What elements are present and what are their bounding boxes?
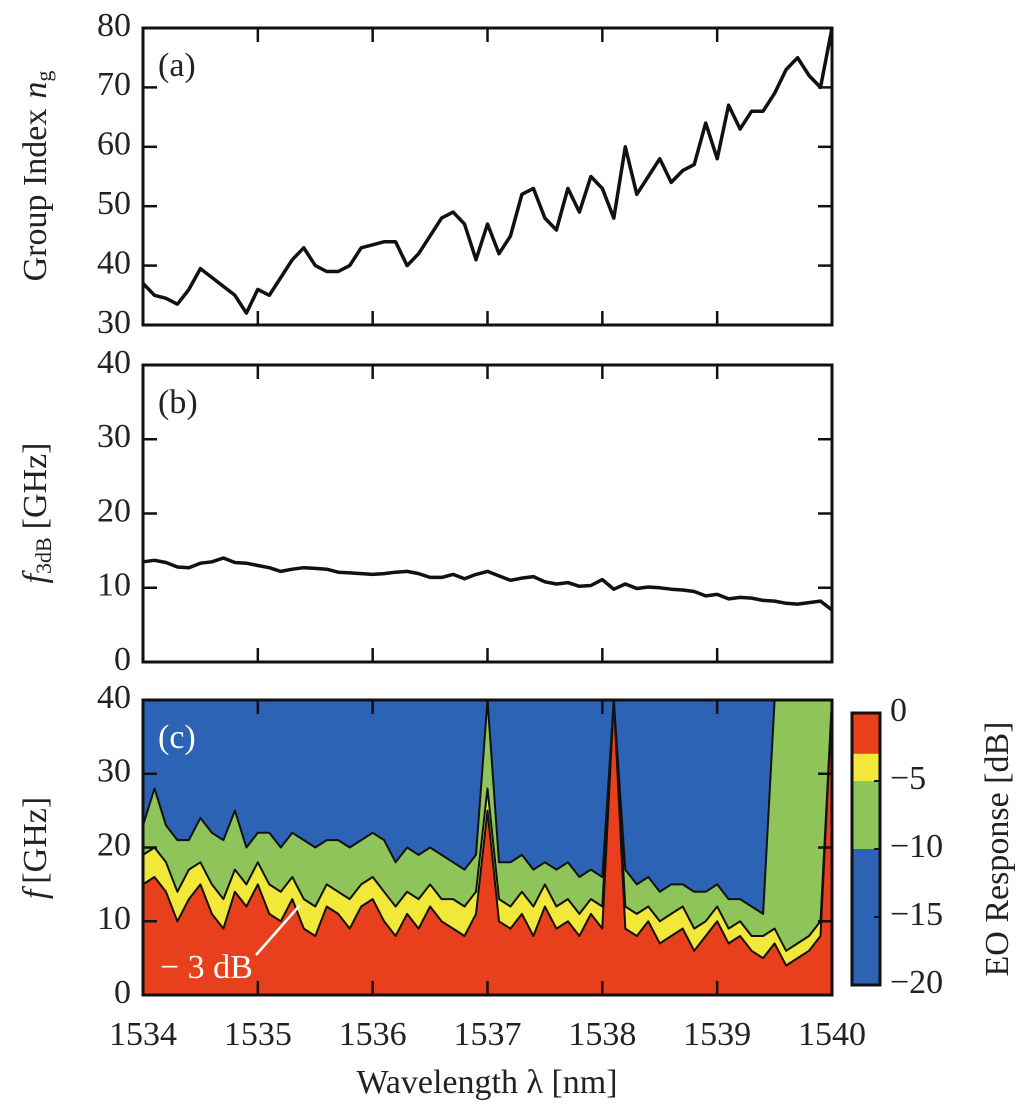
label-subscript: 3dB	[31, 537, 56, 574]
y-tick-label: 0	[114, 641, 131, 678]
colorbar-segment	[852, 753, 880, 781]
colorbar-segment	[852, 713, 880, 754]
panel: 0 10 20 30 40 (b)	[97, 344, 834, 678]
x-tick-label: 1538	[568, 1016, 636, 1053]
y-tick-label: 10	[97, 900, 131, 937]
y-tick-label: 20	[97, 492, 131, 529]
x-tick-label: 1534	[109, 1016, 177, 1053]
colorbar-segment	[852, 781, 880, 849]
y-tick-label: 50	[97, 185, 131, 222]
plot-frame	[141, 363, 834, 664]
y-tick-label: 70	[97, 66, 131, 103]
panel-label: (a)	[158, 47, 196, 84]
contour-region	[142, 699, 833, 996]
x-tick-label: 1537	[454, 1016, 522, 1053]
y-tick-label: 30	[97, 753, 131, 790]
colorbar-tick-label: −5	[890, 760, 926, 797]
x-tick-label: 1535	[224, 1016, 292, 1053]
y-tick-label: 10	[97, 567, 131, 604]
data-line	[141, 27, 834, 315]
panel: 30 40 50 60 70 80 (a)	[97, 7, 834, 341]
annotation: − 3 dB	[160, 949, 253, 986]
panel-label: (c)	[158, 719, 196, 756]
colorbar-tick-label: −15	[890, 896, 943, 933]
y-tick-label: 40	[97, 244, 131, 281]
panel: 0 −5 −10 −15 −20 − 3 dB 0 10 20 30 40 1534 1535 1536 1…	[97, 679, 943, 1053]
label-variable: n	[17, 82, 54, 99]
annotation-pointer	[255, 904, 301, 956]
colorbar-label: EO Response [dB]	[979, 722, 1016, 977]
y-tick-label: 60	[97, 126, 131, 163]
x-tick-label: 1539	[683, 1016, 751, 1053]
data-line	[142, 556, 834, 612]
y-tick-label: 0	[114, 974, 131, 1011]
label-unit: [GHz]	[17, 797, 54, 884]
label-subscript: g	[31, 71, 56, 82]
label-variable: f	[17, 885, 54, 899]
x-tick-label: 1540	[798, 1016, 866, 1053]
y-tick-label: 20	[97, 826, 131, 863]
y-tick-label: 40	[97, 679, 131, 716]
y-tick-label: 30	[97, 304, 131, 341]
y-tick-label: 40	[97, 344, 131, 381]
colorbar-tick-label: −10	[890, 828, 943, 865]
x-tick-label: 1536	[339, 1016, 407, 1053]
y-axis-label: f[GHz]	[17, 797, 54, 899]
x-axis-label: Wavelength λ [nm]	[356, 1064, 617, 1101]
y-tick-label: 30	[97, 418, 131, 455]
y-tick-label: 80	[97, 7, 131, 44]
y-axis-label: Group Index ng	[17, 71, 56, 282]
label-unit: [GHz]	[17, 443, 54, 530]
colorbar-tick-label: −20	[890, 964, 943, 1001]
colorbar-tick-label: 0	[890, 692, 907, 729]
plot-frame	[141, 26, 834, 327]
y-axis-label: f3dB[GHz]	[17, 443, 56, 584]
panel-label: (b)	[158, 384, 198, 421]
label-text: Group Index	[17, 109, 54, 282]
